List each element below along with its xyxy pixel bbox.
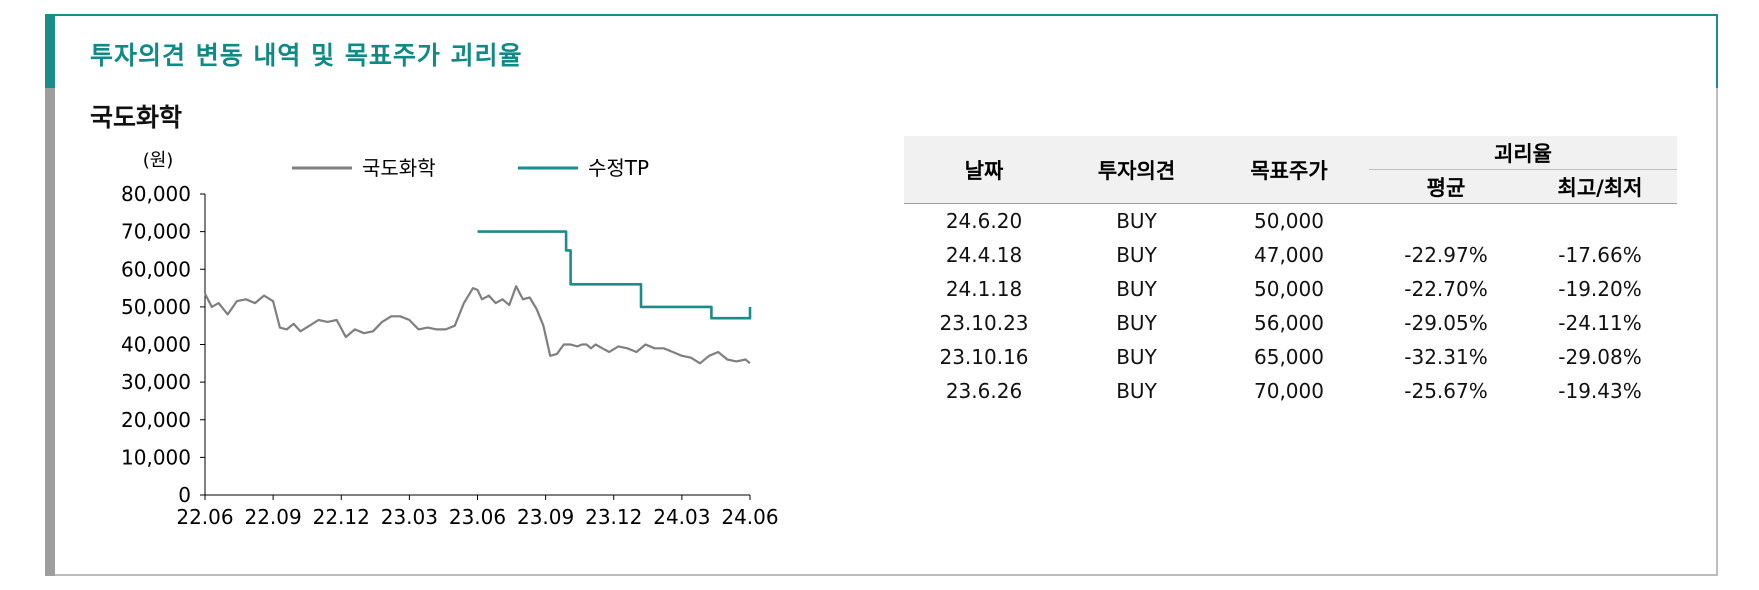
x-tick-label: 24.06 [721, 505, 778, 529]
table-cell: 56,000 [1254, 311, 1324, 335]
table-cell: 23.6.26 [945, 379, 1023, 403]
table-cell: 24.4.18 [945, 243, 1023, 267]
table-cell: BUY [1116, 243, 1157, 267]
x-tick-label: 23.03 [381, 505, 438, 529]
table-row: 24.6.20 BUY 50,000 [904, 204, 1677, 239]
table-row: 23.10.23 BUY 56,000 -29.05% -24.11% [904, 306, 1677, 340]
table-cell: -17.66% [1558, 243, 1642, 267]
table-cell: 70,000 [1254, 379, 1324, 403]
legend-label: 수정TP [588, 156, 649, 180]
accent-bar [45, 14, 55, 88]
side-bar [45, 88, 55, 576]
x-tick-label: 24.03 [653, 505, 710, 529]
table-cell: -22.97% [1404, 243, 1488, 267]
table-cell: 50,000 [1254, 209, 1324, 233]
series-line-target-price [477, 230, 752, 320]
y-tick-label: 10,000 [121, 445, 191, 469]
page-title: 투자의견 변동 내역 및 목표주가 괴리율 [90, 41, 523, 70]
y-tick-label: 70,000 [121, 220, 191, 244]
table-cell: 24.6.20 [945, 209, 1023, 233]
report-panel [45, 14, 1718, 576]
y-tick-label: 0 [178, 483, 191, 507]
table-cell: -29.05% [1404, 311, 1488, 335]
table-row: 23.10.16 BUY 65,000 -32.31% -29.08% [904, 340, 1677, 374]
table-cell: -32.31% [1404, 345, 1488, 369]
chart-subtitle: 국도화학 [90, 103, 183, 132]
table-cell: 24.1.18 [945, 277, 1023, 301]
table-row: 23.6.26 BUY 70,000 -25.67% -19.43% [904, 374, 1677, 408]
header-maxmin: 최고/최저 [1523, 169, 1677, 204]
table-row: 24.4.18 BUY 47,000 -22.97% -17.66% [904, 238, 1677, 272]
table-cell: BUY [1116, 311, 1157, 335]
table-cell: 50,000 [1254, 277, 1324, 301]
y-tick-label: 50,000 [121, 295, 191, 319]
table-cell [1369, 204, 1523, 239]
header-avg: 평균 [1369, 169, 1523, 204]
table-cell: 47,000 [1254, 243, 1324, 267]
header-gap: 괴리율 [1369, 136, 1677, 170]
y-tick-label: 30,000 [121, 370, 191, 394]
header-opinion: 투자의견 [1064, 136, 1209, 204]
x-tick-label: 23.12 [585, 505, 642, 529]
accent-bar-right [1716, 14, 1718, 88]
y-tick-label: 40,000 [121, 333, 191, 357]
unit-label: (원) [143, 150, 174, 171]
x-tick-label: 23.09 [517, 505, 574, 529]
table-cell: -19.20% [1558, 277, 1642, 301]
y-tick-label: 60,000 [121, 257, 191, 281]
table-cell: BUY [1116, 277, 1157, 301]
x-tick-label: 23.06 [449, 505, 506, 529]
x-tick-label: 22.12 [313, 505, 370, 529]
x-tick-label: 22.09 [244, 505, 301, 529]
series-line-stock [204, 285, 751, 365]
table-cell: BUY [1116, 379, 1157, 403]
table-cell: BUY [1116, 209, 1157, 233]
table-cell: -25.67% [1404, 379, 1488, 403]
table-cell: 65,000 [1254, 345, 1324, 369]
table-cell [1523, 204, 1677, 239]
header-target: 목표주가 [1209, 136, 1369, 204]
y-tick-label: 20,000 [121, 408, 191, 432]
table-row: 24.1.18 BUY 50,000 -22.70% -19.20% [904, 272, 1677, 306]
x-tick-label: 22.06 [176, 505, 233, 529]
table-cell: -29.08% [1558, 345, 1642, 369]
legend-label: 국도화학 [362, 156, 436, 180]
table-cell: BUY [1116, 345, 1157, 369]
y-tick-label: 80,000 [121, 182, 191, 206]
opinion-table: 날짜 투자의견 목표주가 괴리율 평균 최고/최저 24.6.20 BUY 50,0… [904, 136, 1677, 408]
table-cell: -19.43% [1558, 379, 1642, 403]
table-cell: -22.70% [1404, 277, 1488, 301]
table-cell: 23.10.23 [939, 311, 1029, 335]
table-cell: 23.10.16 [939, 345, 1029, 369]
table-cell: -24.11% [1558, 311, 1642, 335]
header-date: 날짜 [904, 136, 1064, 204]
price-chart: (원) 80,000 70,000 60,000 50,000 40,000 30,000 2… [121, 150, 779, 529]
